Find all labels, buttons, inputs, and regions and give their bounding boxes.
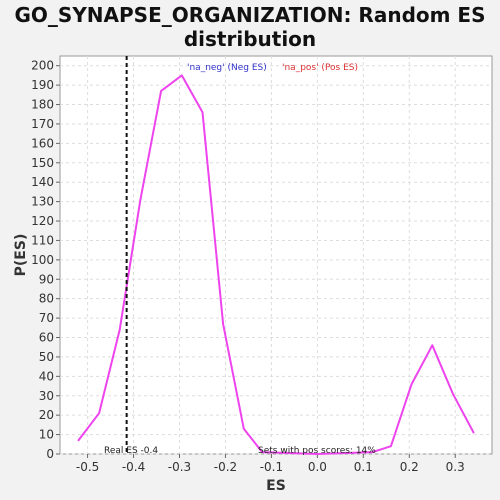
y-tick-label: 90 bbox=[39, 272, 54, 286]
series-point bbox=[139, 198, 142, 201]
legend-neg: 'na_neg' (Neg ES) bbox=[187, 63, 267, 73]
x-tick-label: 0.0 bbox=[308, 460, 327, 474]
plot-area bbox=[59, 55, 493, 455]
series-point bbox=[316, 453, 319, 455]
x-tick-label: -0.2 bbox=[214, 460, 237, 474]
legend-pos: 'na_pos' (Pos ES) bbox=[282, 63, 358, 73]
x-tick-label: 0.2 bbox=[400, 460, 419, 474]
x-axis-ticks: -0.5 -0.4 -0.3 -0.2 -0.1 0.0 0.1 0.2 0.3 bbox=[76, 454, 465, 474]
series-point bbox=[180, 74, 183, 77]
y-tick-label: 50 bbox=[39, 350, 54, 364]
x-tick-label: 0.3 bbox=[446, 460, 465, 474]
y-tick-label: 130 bbox=[31, 195, 54, 209]
series-point bbox=[77, 439, 80, 442]
x-tick-label: -0.3 bbox=[168, 460, 191, 474]
y-tick-label: 110 bbox=[31, 233, 54, 247]
x-tick-label: 0.1 bbox=[354, 460, 373, 474]
y-tick-label: 200 bbox=[31, 59, 54, 73]
y-tick-label: 120 bbox=[31, 214, 54, 228]
series-point bbox=[410, 383, 413, 386]
y-tick-label: 160 bbox=[31, 136, 54, 150]
series-point bbox=[242, 427, 245, 430]
y-axis-ticks: 0 10 20 30 40 50 60 70 80 90 100 110 120 130 140 150 160… bbox=[31, 59, 60, 461]
series-point bbox=[160, 90, 163, 92]
y-tick-label: 140 bbox=[31, 175, 54, 189]
series-point bbox=[222, 323, 225, 325]
grid-lines bbox=[60, 56, 492, 455]
y-tick-label: 70 bbox=[39, 311, 54, 325]
y-tick-label: 170 bbox=[31, 117, 54, 131]
series-point bbox=[98, 412, 100, 415]
series-point bbox=[431, 344, 434, 347]
y-tick-label: 20 bbox=[39, 408, 54, 422]
y-tick-label: 190 bbox=[31, 78, 54, 92]
y-tick-label: 30 bbox=[39, 389, 54, 403]
x-tick-label: -0.4 bbox=[122, 460, 145, 474]
series-point bbox=[389, 445, 392, 448]
chart-title-line2: distribution bbox=[183, 27, 317, 51]
y-tick-label: 80 bbox=[39, 292, 54, 306]
y-tick-label: 0 bbox=[46, 447, 54, 461]
x-tick-label: -0.1 bbox=[260, 460, 283, 474]
series-group bbox=[77, 74, 475, 455]
y-tick-label: 180 bbox=[31, 98, 54, 112]
y-tick-label: 100 bbox=[31, 253, 54, 267]
y-tick-label: 40 bbox=[39, 369, 54, 383]
series-point bbox=[472, 431, 475, 434]
y-axis-title: P(ES) bbox=[13, 234, 29, 277]
y-tick-label: 60 bbox=[39, 331, 54, 345]
pos-scores-annotation: Sets with pos scores: 14% bbox=[258, 446, 376, 456]
series-point bbox=[261, 451, 264, 453]
series-point bbox=[371, 451, 374, 453]
x-tick-label: -0.5 bbox=[76, 460, 99, 474]
real-es-label: Real ES -0.4 bbox=[104, 446, 158, 456]
series-point bbox=[201, 111, 204, 114]
y-tick-label: 150 bbox=[31, 156, 54, 170]
series-point bbox=[118, 328, 121, 331]
series-point bbox=[452, 392, 454, 395]
chart-title-line1: GO_SYNAPSE_ORGANIZATION: Random ES bbox=[14, 3, 486, 27]
x-axis-title: ES bbox=[266, 478, 286, 494]
y-tick-label: 10 bbox=[39, 428, 54, 442]
